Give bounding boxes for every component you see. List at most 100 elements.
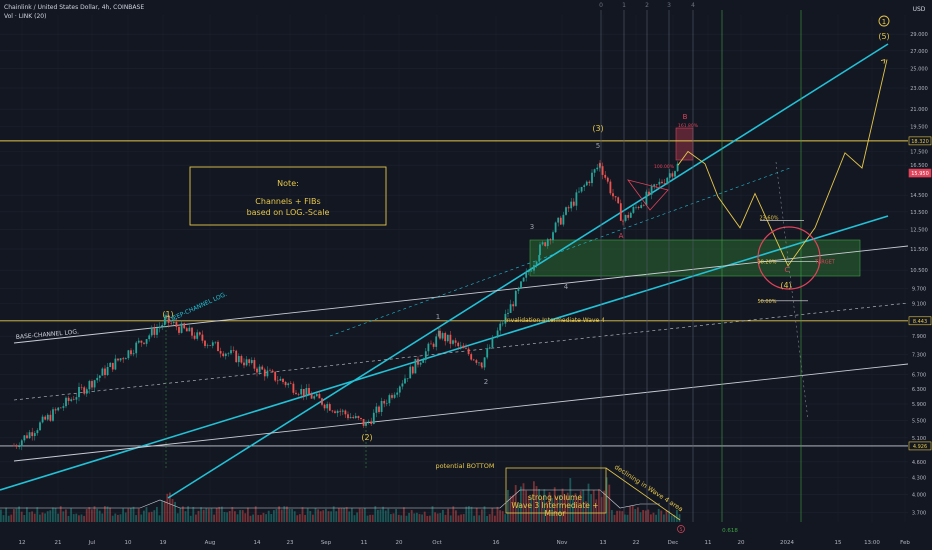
candle-body (496, 330, 499, 338)
volume-bar (153, 510, 156, 522)
candle-body (411, 366, 414, 374)
volume-bar (65, 509, 67, 522)
candle-body (219, 351, 222, 354)
candle-body (483, 357, 486, 368)
candle-body (614, 196, 617, 198)
candle-body (559, 217, 562, 225)
candle-body (430, 343, 432, 345)
volume-bar (197, 510, 200, 522)
target-zone-box (675, 127, 694, 161)
volume-bar (317, 509, 319, 522)
volume-bar (605, 477, 608, 522)
volume-bar (579, 491, 582, 522)
time-axis[interactable]: 12 21 Jul 10 19 Aug 14 23 Sep 11 20 Oct 16 Nov 13 22 Dec… (19, 540, 911, 546)
candle-body (28, 432, 31, 439)
note-title: Note: (277, 179, 299, 188)
candle-body (619, 203, 622, 221)
volume-bar (111, 515, 114, 522)
candle-body (41, 416, 44, 423)
candle-body (117, 358, 119, 361)
candle-body (143, 342, 145, 344)
volume-bar (137, 508, 140, 522)
volume-bar (54, 507, 57, 522)
candle-body (284, 381, 287, 386)
candle-body (637, 206, 640, 208)
candle-body (248, 359, 251, 364)
base-channel-lower (13, 363, 909, 462)
volume-bar (109, 507, 111, 522)
price-tick-label: 10.500 (910, 268, 928, 274)
volume-bar (10, 514, 13, 522)
candle-body (39, 422, 41, 431)
volume-bar (665, 510, 668, 522)
volume-bar (31, 511, 33, 522)
volume-bar (387, 508, 390, 522)
volume-bar (88, 507, 91, 522)
volume-bar (507, 489, 509, 522)
volume-bar (621, 511, 624, 522)
volume-bar (678, 514, 681, 522)
volume-bar (351, 508, 353, 522)
price-axis[interactable]: 3.700 4.000 4.300 4.600 5.100 5.500 5.900 6.300… (908, 32, 932, 516)
volume-bar (473, 515, 475, 522)
candle-body (593, 169, 596, 173)
candle-body (336, 410, 339, 414)
volume-bar (423, 511, 426, 522)
price-tick-label: 7.900 (912, 334, 926, 340)
candle-body (310, 394, 313, 399)
minor-5-label: 5 (596, 142, 600, 150)
volume-bar (517, 502, 520, 522)
volume-bar (148, 512, 150, 522)
volume-bar (52, 507, 54, 522)
candle-body (501, 323, 504, 325)
candle-body (31, 432, 34, 437)
volume-bar (470, 506, 473, 522)
candle-body (170, 322, 173, 324)
candle-body (297, 394, 300, 395)
volume-bar (520, 486, 522, 522)
candle-body (289, 383, 292, 385)
candle-body (261, 366, 264, 370)
price-tick-label: 21.000 (910, 107, 928, 113)
volume-note: strong volume Wave 3 Intermediate + Mino… (505, 463, 684, 521)
volume-bar (657, 508, 660, 522)
price-flag (908, 168, 932, 178)
candle-body (385, 403, 388, 404)
candle-body (457, 342, 460, 347)
candle-body (54, 409, 57, 411)
candle-body (279, 378, 282, 381)
candle-body (302, 389, 305, 397)
volume-bar (0, 509, 2, 522)
volume-bar (403, 507, 405, 522)
candle-body (567, 207, 570, 209)
candle-body (214, 341, 217, 343)
time-tick-label: 11 (705, 540, 712, 546)
fib-100-label: 100.00% (654, 164, 675, 170)
candle-body (274, 371, 277, 381)
volume-bar (663, 514, 665, 522)
price-tick-label: 27.000 (910, 49, 928, 55)
candle-body (401, 383, 404, 387)
candle-body (334, 411, 336, 414)
candle-body (549, 239, 552, 241)
volume-bar (96, 508, 98, 522)
time-tick-label: Aug (205, 540, 216, 546)
volume-bar (158, 515, 161, 522)
volume-bar (15, 508, 18, 522)
volume-bar (483, 506, 486, 522)
volume-bar (366, 515, 369, 522)
price-tick-label: 13.500 (910, 210, 928, 216)
volume-bar (348, 511, 351, 522)
volume-bar (44, 513, 46, 522)
volume-bar (449, 515, 452, 522)
volume-bar (179, 507, 182, 522)
volume-bar (223, 511, 226, 522)
volume-bar (410, 510, 413, 522)
volume-bar (18, 506, 20, 522)
price-tick-label: 23.000 (910, 86, 928, 92)
volume-bar (553, 487, 556, 522)
candle-body (422, 359, 425, 363)
volume-bar (234, 511, 236, 522)
candle-body (321, 398, 323, 405)
